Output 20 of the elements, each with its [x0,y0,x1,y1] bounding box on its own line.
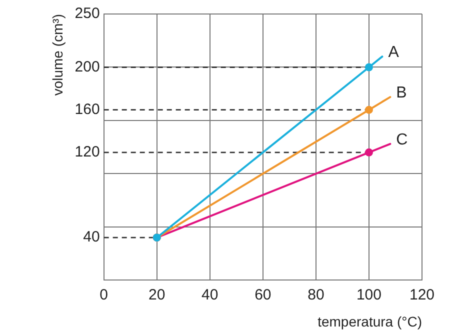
y-tick-label: 250 [74,5,100,22]
x-axis-title: temperatura (°C) [318,313,422,330]
x-tick-label: 0 [100,286,108,304]
point [364,148,373,156]
ref-line-label: 120 [74,144,100,161]
ref-line-label: 40 [83,228,100,246]
x-tick-label: 20 [148,286,166,304]
x-tick-label: 80 [308,286,324,304]
point [364,106,373,114]
x-tick-label: 40 [202,286,218,304]
y-axis-title: volume (cm³) [49,14,66,96]
x-tick-label: 120 [409,286,435,304]
x-tick-label: 60 [254,286,272,304]
point [364,63,373,72]
ref-line-label: 160 [74,100,100,118]
series-label: C [396,131,408,148]
series-label: B [396,84,407,102]
y-tick-label: 200 [74,58,100,76]
series-label: A [388,44,400,61]
x-tick-label: 100 [356,286,382,304]
